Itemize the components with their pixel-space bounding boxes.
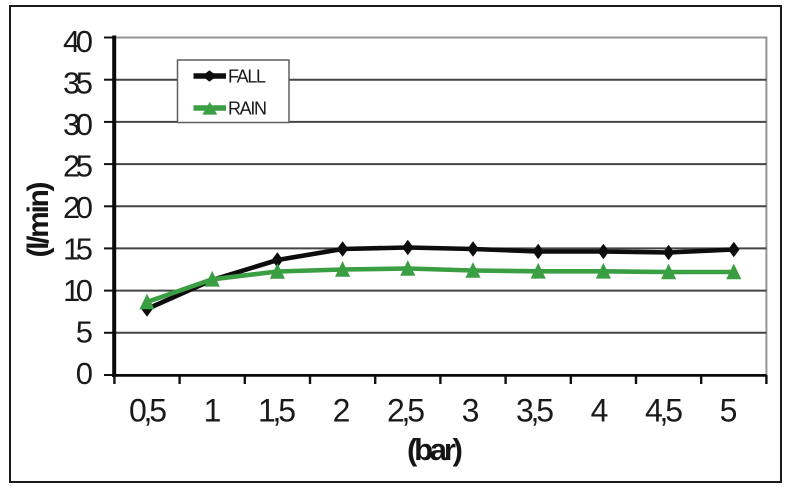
- svg-text:40: 40: [63, 24, 93, 59]
- svg-text:15: 15: [63, 232, 93, 267]
- svg-text:2,5: 2,5: [387, 393, 425, 429]
- svg-text:RAIN: RAIN: [228, 99, 267, 119]
- svg-text:35: 35: [63, 65, 93, 100]
- svg-text:0: 0: [76, 356, 93, 391]
- svg-text:1: 1: [204, 393, 222, 429]
- svg-text:30: 30: [63, 107, 93, 142]
- svg-text:10: 10: [63, 273, 93, 308]
- svg-text:FALL: FALL: [228, 67, 266, 87]
- svg-text:1,5: 1,5: [258, 393, 296, 429]
- svg-text:2: 2: [333, 393, 351, 429]
- svg-text:(bar): (bar): [407, 432, 463, 467]
- svg-text:3: 3: [462, 393, 480, 429]
- svg-text:0,5: 0,5: [129, 393, 167, 429]
- svg-text:(l/min): (l/min): [22, 182, 55, 258]
- svg-text:4: 4: [591, 393, 609, 429]
- svg-text:4,5: 4,5: [645, 393, 683, 429]
- svg-text:5: 5: [720, 393, 738, 429]
- svg-text:5: 5: [76, 315, 93, 350]
- svg-text:20: 20: [63, 190, 93, 225]
- svg-text:25: 25: [63, 148, 93, 183]
- svg-text:3,5: 3,5: [516, 393, 554, 429]
